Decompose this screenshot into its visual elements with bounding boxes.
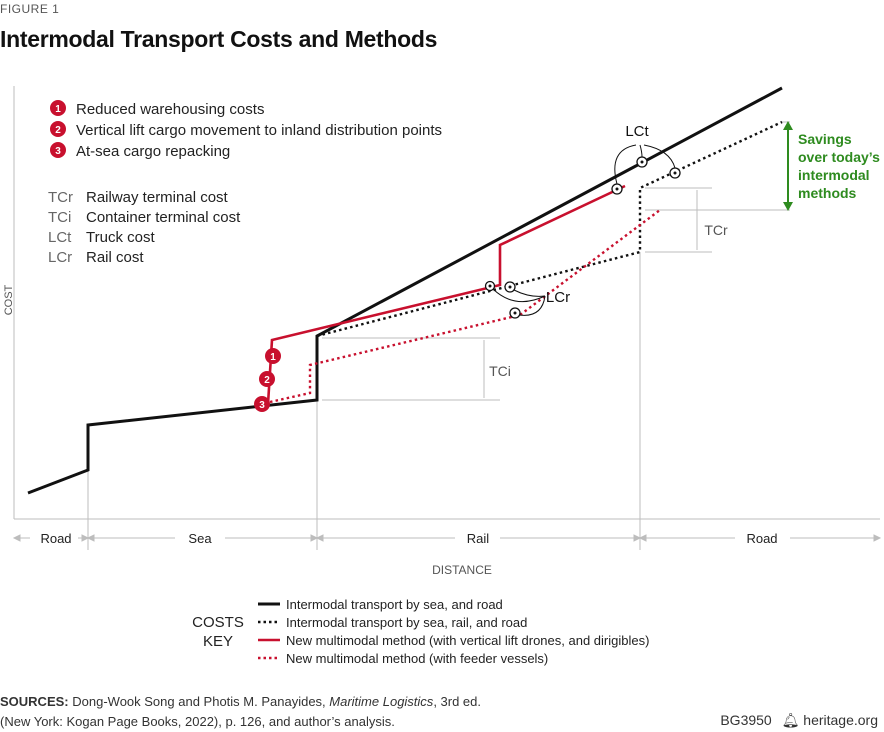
savings-text: methods bbox=[798, 185, 857, 201]
sources-rest: , 3rd ed. bbox=[433, 694, 482, 709]
guide-lines bbox=[87, 121, 790, 550]
brand: BG3950 🔔︎ heritage.org bbox=[720, 712, 878, 729]
savings-text: Savings bbox=[798, 131, 852, 147]
list-number-badge bbox=[50, 121, 66, 137]
segment-label: Rail bbox=[467, 531, 490, 546]
lcr-label: LCr bbox=[546, 289, 570, 306]
list-number: 3 bbox=[55, 146, 61, 157]
abbr: LCr bbox=[48, 249, 72, 266]
segment-label: Road bbox=[40, 531, 71, 546]
series-line-sea-rail-road bbox=[316, 120, 783, 338]
legend-title: KEY bbox=[203, 633, 233, 650]
sources-book: Maritime Logistics bbox=[329, 694, 434, 709]
tci-label: TCi bbox=[489, 363, 511, 379]
savings-text: over today’s bbox=[798, 149, 880, 165]
number-marker bbox=[259, 371, 275, 387]
segment-labels: Road Sea Rail Road bbox=[40, 531, 777, 546]
legend-label: New multimodal method (with feeder vesse… bbox=[286, 651, 548, 666]
list-number: 1 bbox=[55, 104, 61, 115]
brand-site: heritage.org bbox=[803, 712, 878, 728]
chart-number-markers: 1 2 3 bbox=[254, 348, 281, 412]
segment-label: Sea bbox=[188, 531, 212, 546]
savings-text: intermodal bbox=[798, 167, 870, 183]
sources: SOURCES: Dong-Wook Song and Photis M. Pa… bbox=[0, 692, 481, 732]
number-marker bbox=[265, 348, 281, 364]
segment-label: Road bbox=[746, 531, 777, 546]
savings-annotation: Savings over today’s intermodal methods bbox=[783, 121, 880, 211]
series-line-drones-dirigibles bbox=[266, 184, 626, 405]
y-axis-label: COST bbox=[3, 284, 15, 315]
list-number: 2 bbox=[55, 125, 61, 136]
number-marker-text: 1 bbox=[270, 352, 276, 363]
number-marker-text: 3 bbox=[259, 400, 265, 411]
sources-line-1: SOURCES: Dong-Wook Song and Photis M. Pa… bbox=[0, 692, 481, 712]
lct-label: LCt bbox=[625, 123, 649, 140]
marker-dots bbox=[488, 160, 677, 315]
abbr-text: Rail cost bbox=[86, 249, 144, 266]
abbr-text: Truck cost bbox=[86, 229, 155, 246]
list-number-badge bbox=[50, 100, 66, 116]
abbreviation-list: TCr Railway terminal cost TCi Container … bbox=[48, 189, 241, 266]
legend-title: COSTS bbox=[192, 614, 244, 631]
legend: COSTS KEY Intermodal transport by sea, a… bbox=[192, 597, 649, 666]
sources-line-2: (New York: Kogan Page Books, 2022), p. 1… bbox=[0, 714, 395, 729]
list-item-text: Vertical lift cargo movement to inland d… bbox=[76, 122, 442, 139]
series-line-sea-road bbox=[27, 86, 783, 495]
number-marker-text: 2 bbox=[264, 375, 270, 386]
segment-arrows bbox=[12, 534, 882, 542]
callout-curves bbox=[492, 144, 676, 316]
list-item-text: At-sea cargo repacking bbox=[76, 143, 230, 160]
number-marker bbox=[254, 396, 270, 412]
legend-label: Intermodal transport by sea, and road bbox=[286, 597, 503, 612]
bell-icon: 🔔︎ bbox=[781, 712, 800, 728]
legend-label: Intermodal transport by sea, rail, and r… bbox=[286, 615, 527, 630]
tcr-label: TCr bbox=[704, 222, 728, 238]
sources-label: SOURCES: bbox=[0, 694, 69, 709]
abbr: LCt bbox=[48, 229, 72, 246]
abbr-text: Container terminal cost bbox=[86, 209, 241, 226]
brand-code: BG3950 bbox=[720, 712, 772, 728]
list-item-text: Reduced warehousing costs bbox=[76, 101, 264, 118]
list-number-badge bbox=[50, 142, 66, 158]
abbr: TCr bbox=[48, 189, 73, 206]
abbr: TCi bbox=[48, 209, 71, 226]
abbr-text: Railway terminal cost bbox=[86, 189, 229, 206]
numbered-list: 1 Reduced warehousing costs 2 Vertical l… bbox=[50, 100, 442, 160]
figure-label: FIGURE 1 bbox=[0, 2, 60, 16]
legend-label: New multimodal method (with vertical lif… bbox=[286, 633, 649, 648]
x-axis-label: DISTANCE bbox=[432, 563, 492, 577]
sources-authors: Dong-Wook Song and Photis M. Panayides, bbox=[72, 694, 326, 709]
chart-title: Intermodal Transport Costs and Methods bbox=[0, 26, 438, 52]
series-line-feeder-vessels bbox=[269, 209, 661, 404]
